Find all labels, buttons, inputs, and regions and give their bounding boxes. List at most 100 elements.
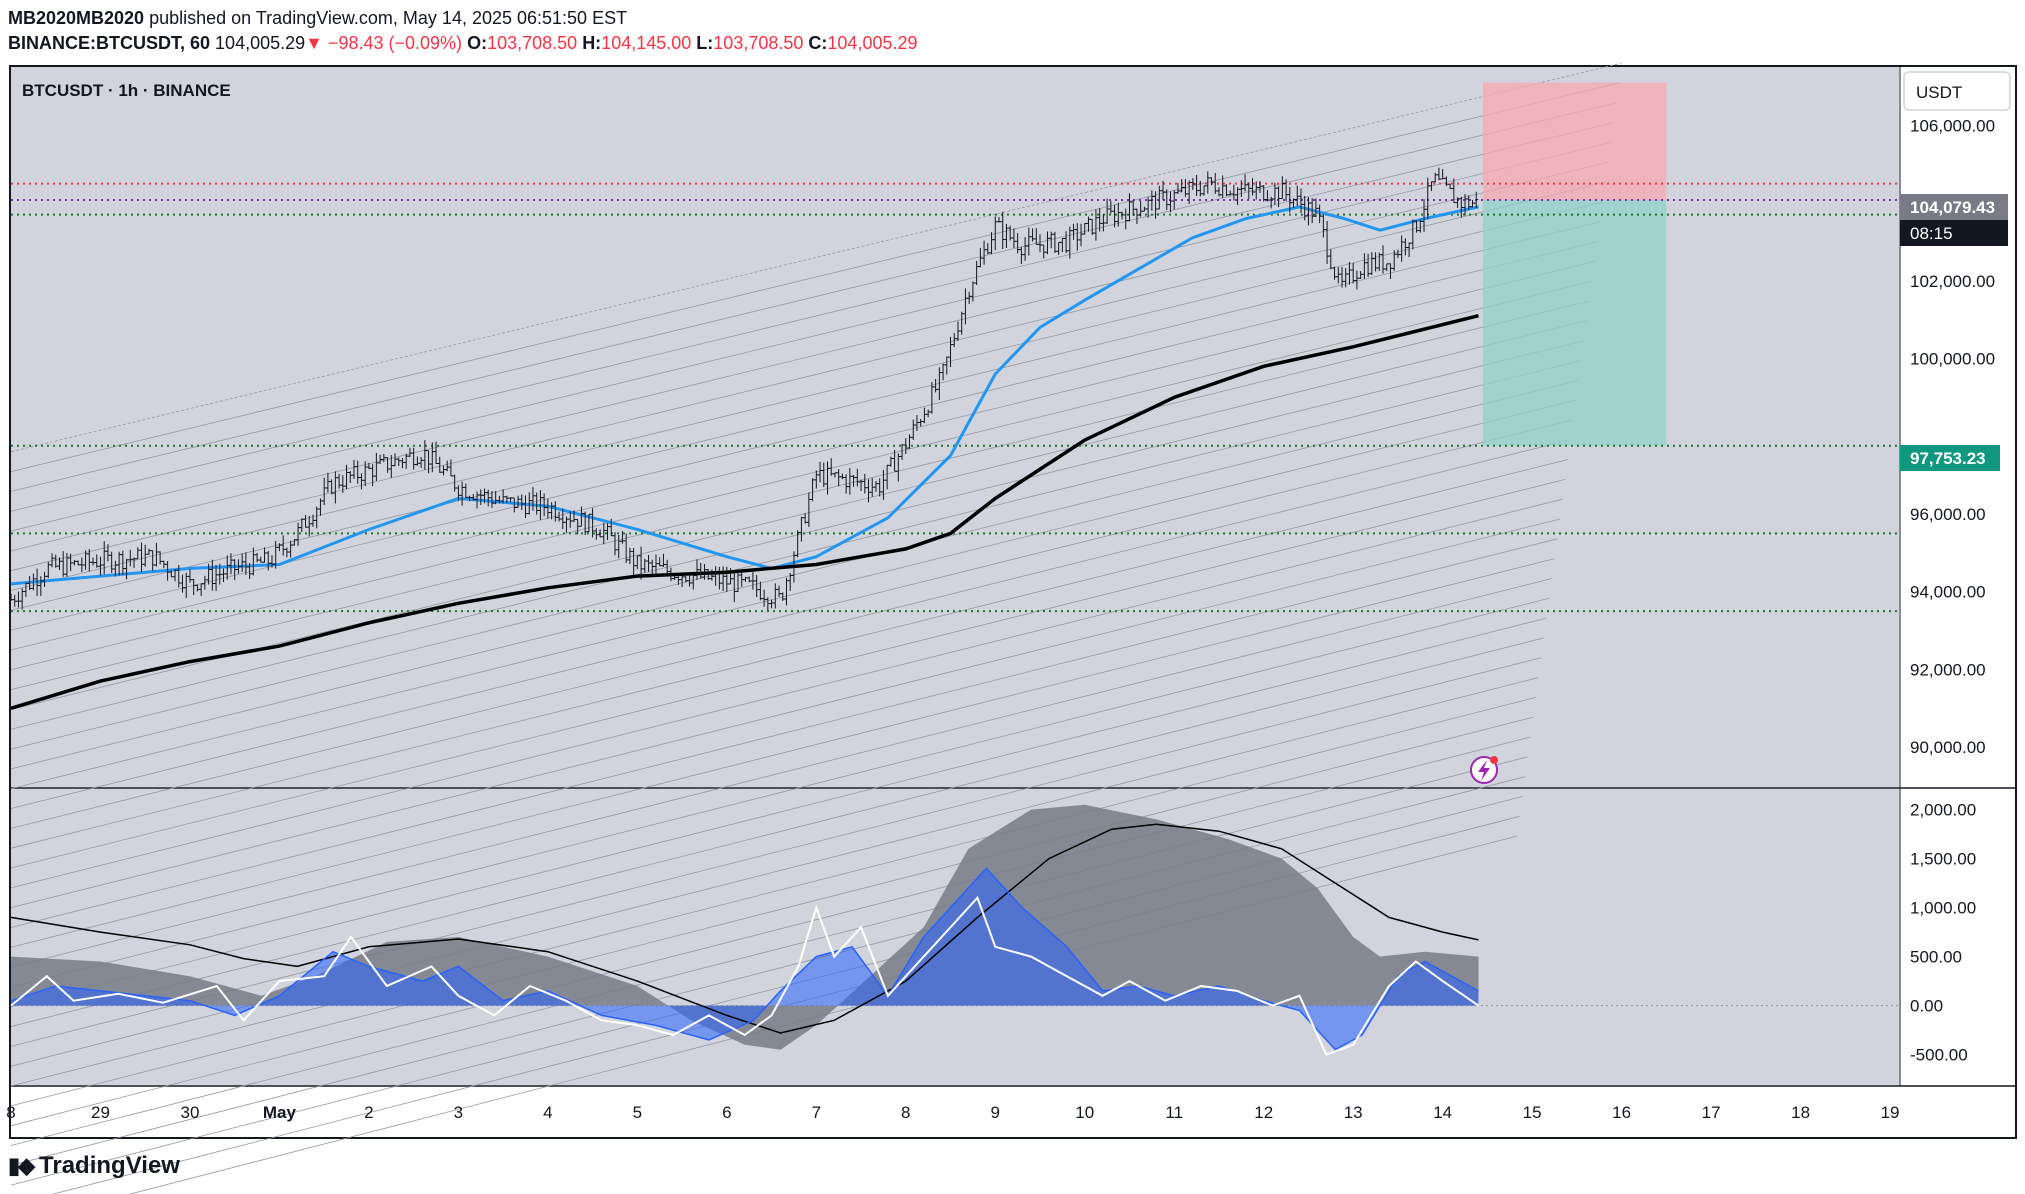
tradingview-logo[interactable]: ▮◆ TradingView (8, 1152, 180, 1180)
price-change: ▼ −98.43 (−0.09%) (305, 33, 463, 53)
oscillator-blue-line (10, 867, 1479, 1051)
channel-line (10, 122, 1614, 512)
low-label: L: (696, 33, 714, 53)
time-tick-label: 6 (722, 1103, 731, 1122)
time-tick-label: 11 (1165, 1103, 1183, 1122)
time-tick-label: 7 (812, 1103, 821, 1122)
oscillator-blue-area (11, 868, 1479, 1050)
publish-info: MB2020MB2020 published on TradingView.co… (8, 8, 627, 29)
price-tick-label: 100,000.00 (1910, 349, 1995, 368)
stop-loss-zone (1482, 82, 1667, 200)
price-series (9, 167, 1479, 611)
channel-line (10, 320, 1587, 710)
channel-line (10, 538, 1558, 928)
time-tick-label: 2 (364, 1103, 373, 1122)
time-tick-label: 29 (91, 1103, 110, 1122)
price-badge-box (1900, 194, 2008, 220)
channel-line (10, 181, 1606, 572)
oscillator-tick-label: 500.00 (1910, 948, 1962, 967)
price-axis-labels: 106,000.00 102,000.00 100,000.00 96,000.00 9… (1910, 116, 1995, 757)
short-position-tool[interactable] (1482, 82, 1667, 446)
price-tick-label: 96,000.00 (1910, 505, 1986, 524)
channel-line (10, 756, 1528, 1146)
lightning-icon-bolt[interactable] (1478, 760, 1490, 781)
time-tick-label: 14 (1433, 1103, 1452, 1122)
time-tick-label: 30 (180, 1103, 199, 1122)
channel-line (10, 379, 1579, 770)
time-tick-label: May (263, 1103, 297, 1122)
low-value: 103,708.50 (713, 33, 804, 53)
channel-line (10, 478, 1566, 869)
channel-line (10, 716, 1534, 1107)
time-tick-label: 9 (991, 1103, 1000, 1122)
channel-line (10, 439, 1571, 829)
currency-button[interactable]: USDT (1903, 71, 2011, 111)
channel-line (10, 697, 1536, 1087)
high-value: 104,145.00 (601, 33, 692, 53)
time-tick-label: 8 (901, 1103, 910, 1122)
channel-line (10, 597, 1550, 988)
time-tick-label: 8 (6, 1103, 15, 1122)
time-tick-label: 5 (633, 1103, 642, 1122)
time-tick-label: 3 (454, 1103, 463, 1122)
channel-line (10, 161, 1609, 552)
last-price: 104,005.29 (215, 33, 306, 53)
channel-line (10, 736, 1531, 1127)
close-label: C: (808, 33, 828, 53)
moving-averages (10, 205, 1479, 710)
time-tick-label: 19 (1881, 1103, 1900, 1122)
price-tick-label: 106,000.00 (1910, 116, 1995, 135)
channel-line (10, 578, 1552, 968)
price-tick-label: 94,000.00 (1910, 583, 1986, 602)
channel-line (10, 201, 1603, 591)
price-tick-label: 92,000.00 (1910, 660, 1986, 679)
oscillator-series (10, 804, 1899, 1056)
time-tick-label: 10 (1075, 1103, 1094, 1122)
lightning-icon[interactable] (1470, 756, 1498, 784)
price-tick-label: 90,000.00 (1910, 738, 1986, 757)
channel-line (10, 617, 1547, 1008)
price-tick-label: 102,000.00 (1910, 272, 1995, 291)
symbol-label: BINANCE:BTCUSDT, 60 (8, 33, 211, 53)
channel-line (10, 280, 1593, 671)
channel-line (10, 260, 1595, 651)
high-label: H: (582, 33, 602, 53)
time-axis-labels: 8 29 30 May 2 3 4 5 6 7 8 9 10 11 12 13 14 15 16 17 18 19 (6, 1103, 1899, 1122)
close-value: 104,005.29 (827, 33, 918, 53)
ohlc-legend: BINANCE:BTCUSDT, 60 104,005.29▼ −98.43 (… (8, 33, 918, 54)
open-value: 103,708.50 (487, 33, 578, 53)
oscillator-tick-label: 2,000.00 (1910, 801, 1976, 820)
oscillator-tick-label: 1,000.00 (1910, 899, 1976, 918)
target-badge-box (1900, 445, 2000, 471)
currency-button-box[interactable] (1903, 71, 2011, 111)
channel-line (10, 142, 1611, 532)
time-tick-label: 17 (1702, 1103, 1721, 1122)
channel-line (10, 82, 1620, 472)
pane-title: BTCUSDT · 1h · BINANCE (22, 81, 231, 100)
tradingview-logo-icon: ▮◆ (8, 1153, 35, 1178)
time-tick-label: 13 (1344, 1103, 1363, 1122)
time-tick-label: 18 (1791, 1103, 1810, 1122)
ma-slow-line (10, 314, 1479, 710)
oscillator-signal-line (10, 823, 1479, 1034)
channel-line (10, 300, 1590, 691)
time-tick-label: 16 (1612, 1103, 1631, 1122)
currency-button-label[interactable]: USDT (1916, 83, 1962, 102)
time-tick-label: 4 (543, 1103, 552, 1122)
oscillator-fast-line (10, 895, 1480, 1056)
tradingview-logo-text: TradingView (39, 1152, 180, 1179)
time-tick-label: 12 (1254, 1103, 1273, 1122)
notification-dot (1490, 756, 1498, 764)
countdown-badge-text: 08:15 (1910, 224, 1953, 243)
channel-line (10, 518, 1560, 909)
price-badge-text: 104,079.43 (1910, 198, 1995, 217)
target-price-badge: 97,753.23 (1900, 445, 2000, 471)
channel-line (10, 558, 1555, 948)
channel-line (10, 102, 1617, 492)
published-text: published on TradingView.com, May 14, 20… (149, 8, 628, 28)
channel-line (10, 459, 1569, 849)
ma-fast-line (10, 205, 1479, 586)
oscillator-axis-labels: 2,000.00 1,500.00 1,000.00 500.00 0.00 -500.0… (1910, 801, 1976, 1065)
oscillator-tick-label: 0.00 (1910, 997, 1943, 1016)
